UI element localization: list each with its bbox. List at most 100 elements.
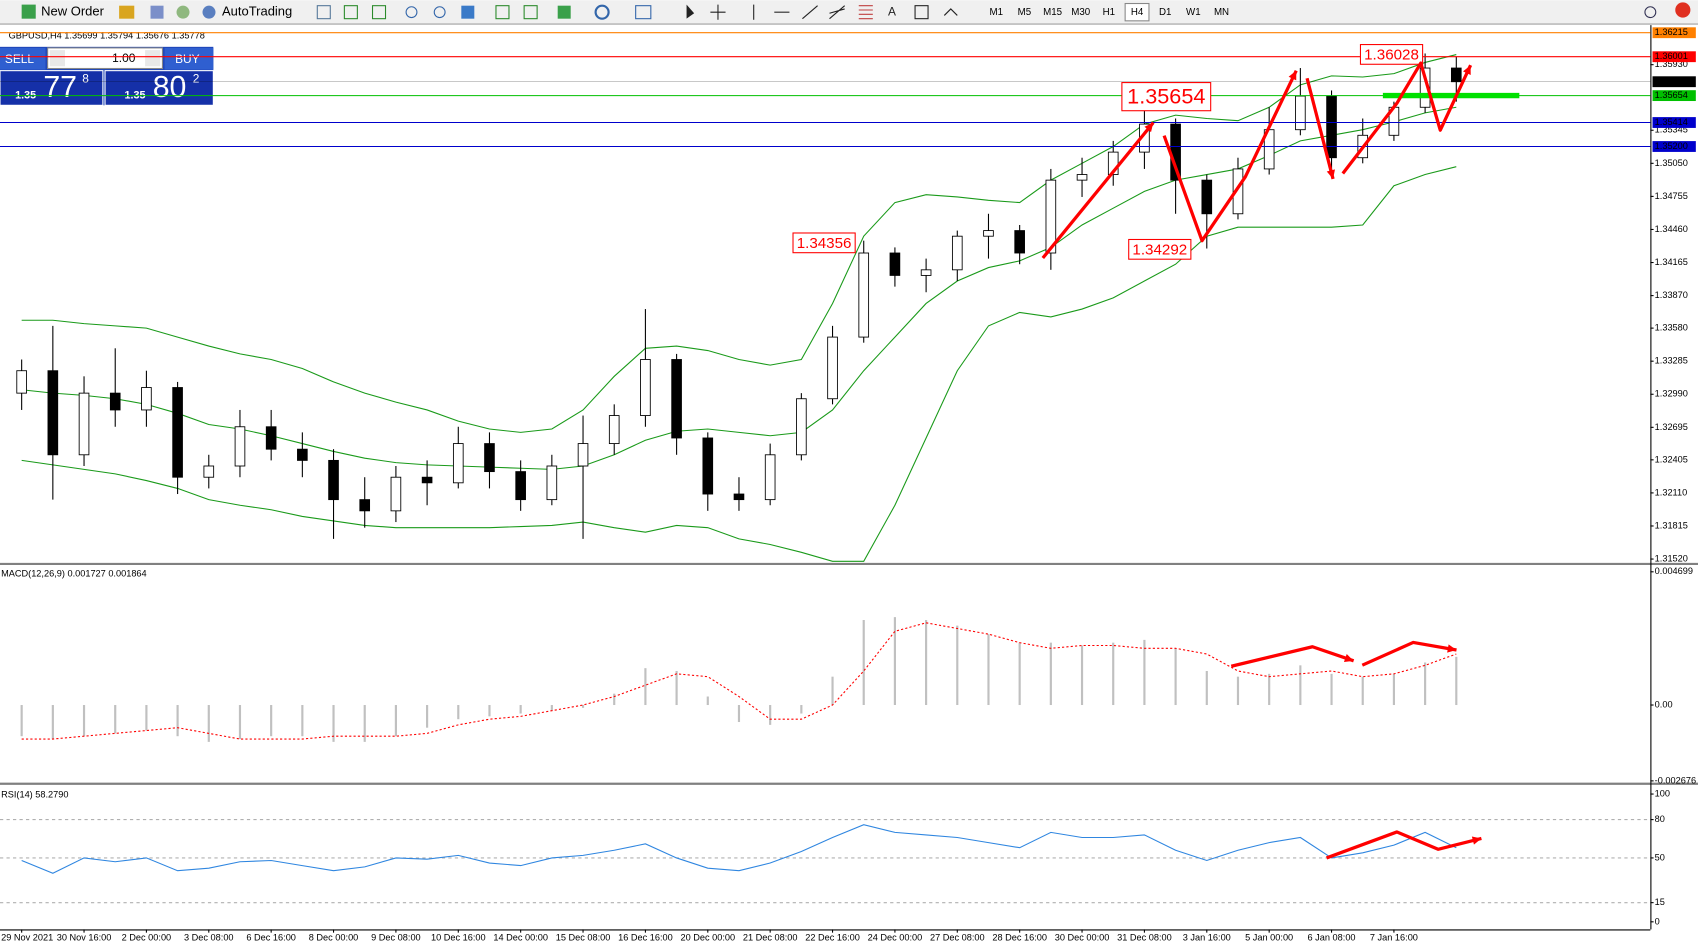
buy-button[interactable]	[164, 47, 214, 70]
candle-body	[1326, 95, 1337, 159]
fibo-icon[interactable]	[858, 5, 873, 20]
timeframe-button[interactable]: M30	[1071, 7, 1091, 18]
candle-body	[452, 443, 464, 484]
y-tick-label: 1.35930	[1655, 59, 1688, 69]
timeframe-button[interactable]: M1	[990, 7, 1004, 18]
arrow-head	[1343, 653, 1354, 663]
timeframe-button[interactable]: D1	[1159, 7, 1171, 18]
x-tick-label: 30 Dec 00:00	[1055, 933, 1110, 943]
icon[interactable]	[495, 5, 510, 20]
icon[interactable]	[523, 5, 538, 20]
lot-spin[interactable]	[145, 50, 161, 67]
price-level-label: 1.35200	[1655, 141, 1688, 151]
timeframe-button[interactable]: H4	[1131, 7, 1144, 18]
y-tick-label: 1.31520	[1655, 553, 1688, 563]
candle-body	[265, 426, 277, 450]
tool-icons: A	[316, 4, 958, 20]
new-order-button[interactable]: New Order	[21, 4, 105, 19]
icon[interactable]	[635, 5, 652, 20]
candle-body	[920, 269, 932, 276]
label-icon[interactable]	[914, 5, 929, 20]
candle-body	[421, 476, 433, 484]
y-tick-label: 1.32695	[1655, 422, 1688, 432]
cursor-icon[interactable]	[686, 4, 695, 19]
lot-spin[interactable]	[49, 50, 65, 67]
text-icon[interactable]: A	[888, 4, 896, 18]
x-tick-label: 20 Dec 00:00	[680, 933, 735, 943]
timeframe-button[interactable]: H1	[1103, 7, 1115, 18]
autotrading-label: AutoTrading	[222, 4, 292, 19]
sell-label[interactable]: SELL	[5, 52, 35, 66]
x-tick-label: 3 Jan 16:00	[1183, 933, 1231, 943]
sell-price-pips: 77	[43, 71, 77, 104]
price-level-tag	[1652, 117, 1696, 128]
candle-body	[889, 252, 901, 276]
one-click-trading: SELL 1.00 BUY 1.35 77 8 1.35 80 2	[0, 46, 214, 106]
sell-price-box[interactable]	[0, 70, 104, 106]
autotrading-button[interactable]: AutoTrading	[202, 4, 293, 19]
timeframe-button[interactable]: MN	[1214, 7, 1229, 18]
icon[interactable]	[557, 5, 571, 19]
y-tick-label: 1.35345	[1655, 125, 1688, 135]
candle-body	[1201, 179, 1213, 215]
arrow-head	[1471, 836, 1482, 845]
y-tick-label: -0.002676	[1655, 775, 1696, 785]
candle-body	[671, 359, 682, 439]
price-level-tag	[1652, 51, 1696, 63]
buy-price-frac: 2	[193, 71, 200, 85]
x-tick-label: 10 Dec 16:00	[431, 933, 486, 943]
new-order-label: New Order	[41, 4, 104, 19]
timeframe-button[interactable]: M15	[1043, 7, 1062, 18]
timeframes: M1 M5 M15 M30 H1 H4 D1 W1 MN	[990, 2, 1229, 22]
price-annotation: 1.34292	[1132, 241, 1187, 258]
candle-body	[47, 370, 59, 456]
price-annotation: 1.34356	[797, 235, 852, 252]
arrow-head	[1326, 169, 1335, 179]
y-tick-label: 1.34460	[1655, 224, 1688, 234]
arrows-icon[interactable]	[943, 8, 958, 16]
candle-body	[297, 448, 308, 461]
notification-icon[interactable]	[1675, 2, 1691, 18]
icon[interactable]	[176, 5, 190, 19]
price-annotation-box	[792, 232, 856, 254]
price-level-label: 1.36001	[1655, 51, 1688, 61]
candle-body	[702, 437, 714, 495]
icon[interactable]	[433, 6, 446, 19]
search-icon[interactable]	[1644, 6, 1657, 19]
price-annotation-box	[1359, 44, 1424, 65]
icon[interactable]	[316, 5, 331, 20]
candle-body	[109, 392, 121, 411]
lot-input[interactable]	[47, 47, 163, 70]
x-tick-label: 27 Dec 08:00	[930, 933, 985, 943]
icon[interactable]	[343, 5, 358, 20]
icon[interactable]	[594, 4, 610, 20]
icon	[202, 5, 216, 19]
candle-body	[733, 493, 745, 501]
trendline-icon[interactable]	[802, 5, 818, 20]
buy-price-pips: 80	[153, 71, 187, 104]
timeframe-button[interactable]: M5	[1018, 7, 1032, 18]
trend-arrow	[1361, 640, 1457, 667]
crosshair-icon[interactable]	[710, 4, 726, 20]
icon[interactable]	[461, 5, 475, 19]
lot-value[interactable]: 1.00	[112, 51, 136, 65]
y-tick-label: 80	[1655, 814, 1665, 824]
sell-button[interactable]	[0, 47, 46, 70]
icon[interactable]	[371, 5, 387, 20]
candle-body	[1014, 230, 1025, 254]
x-tick-label: 30 Nov 16:00	[57, 933, 112, 943]
y-tick-label: 1.33285	[1655, 356, 1688, 366]
candle-body	[359, 499, 371, 512]
icon[interactable]	[150, 5, 164, 19]
buy-price-box[interactable]	[104, 70, 214, 106]
timeframe-selected	[1124, 2, 1150, 22]
icon[interactable]	[405, 6, 418, 19]
timeframe-button[interactable]: W1	[1186, 7, 1201, 18]
channel-icon[interactable]	[829, 5, 846, 20]
candle-body	[1419, 67, 1431, 108]
candle-body	[951, 235, 963, 271]
y-tick-label: 1.34755	[1655, 191, 1688, 201]
icon[interactable]	[119, 5, 135, 19]
buy-label[interactable]: BUY	[175, 52, 200, 66]
